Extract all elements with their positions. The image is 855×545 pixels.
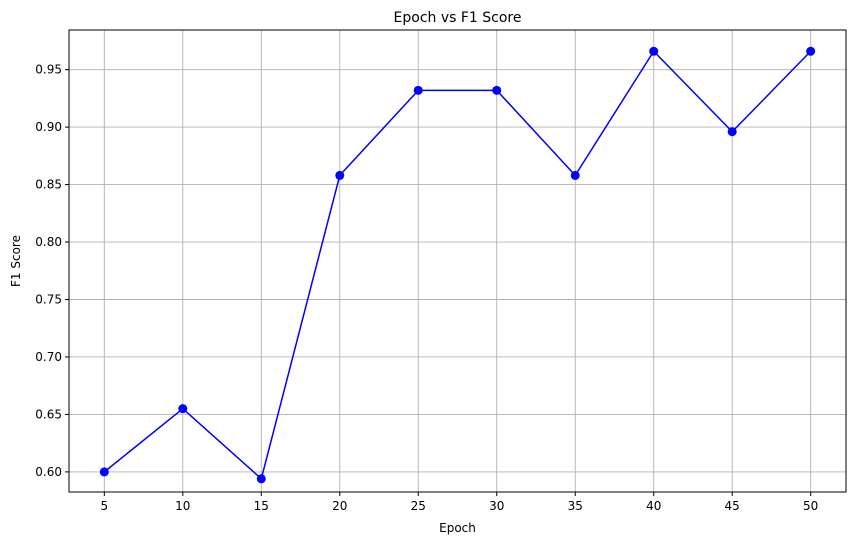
series-layer [99, 46, 816, 484]
x-axis-label: Epoch [439, 521, 476, 535]
y-tick-label: 0.95 [35, 63, 62, 77]
x-tick-label: 45 [725, 499, 740, 513]
y-tick-label: 0.65 [35, 407, 62, 421]
y-tick-label: 0.60 [35, 465, 62, 479]
data-point [99, 467, 109, 477]
x-tick-label: 5 [100, 499, 108, 513]
data-point [492, 85, 502, 95]
y-tick-label: 0.85 [35, 178, 62, 192]
x-tick-label: 10 [175, 499, 190, 513]
y-tick-label: 0.75 [35, 293, 62, 307]
data-point [727, 127, 737, 137]
axis-ticks: 5 10 15 20 25 30 35 40 45 50 0.60 0.65 0.70 0.75 0.80 0… [35, 63, 818, 513]
y-tick-label: 0.70 [35, 350, 62, 364]
chart-title: Epoch vs F1 Score [394, 10, 522, 26]
data-point [570, 170, 580, 180]
x-tick-label: 35 [568, 499, 583, 513]
data-point [413, 85, 423, 95]
plot-frame [68, 29, 847, 493]
y-axis-label: F1 Score [9, 235, 23, 287]
grid [69, 30, 846, 492]
x-tick-label: 40 [646, 499, 661, 513]
data-point [256, 474, 266, 484]
data-point [806, 46, 816, 56]
y-tick-label: 0.90 [35, 120, 62, 134]
x-tick-label: 20 [332, 499, 347, 513]
data-point [335, 170, 345, 180]
x-tick-label: 15 [254, 499, 269, 513]
data-point [649, 46, 659, 56]
y-tick-label: 0.80 [35, 235, 62, 249]
x-tick-label: 50 [803, 499, 818, 513]
data-point [178, 404, 188, 414]
x-tick-label: 25 [411, 499, 426, 513]
x-tick-label: 30 [489, 499, 504, 513]
series-line [103, 50, 812, 480]
